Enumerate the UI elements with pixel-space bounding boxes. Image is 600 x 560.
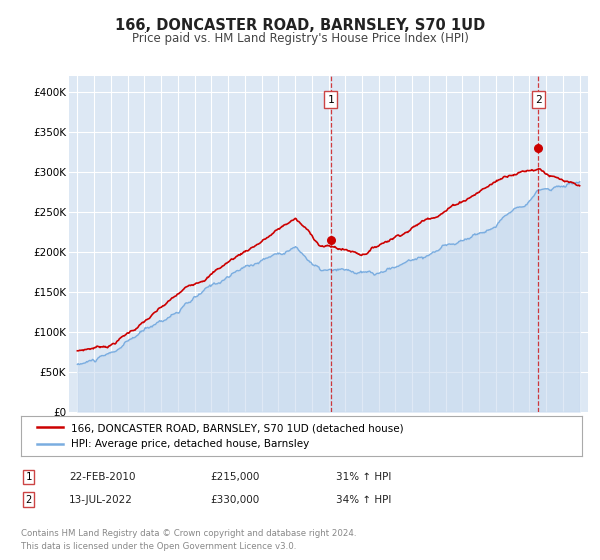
Text: 2: 2 — [535, 95, 542, 105]
Text: 34% ↑ HPI: 34% ↑ HPI — [336, 494, 391, 505]
Text: 1: 1 — [328, 95, 334, 105]
Text: Price paid vs. HM Land Registry's House Price Index (HPI): Price paid vs. HM Land Registry's House … — [131, 31, 469, 45]
Legend: 166, DONCASTER ROAD, BARNSLEY, S70 1UD (detached house), HPI: Average price, det: 166, DONCASTER ROAD, BARNSLEY, S70 1UD (… — [32, 418, 409, 455]
Point — [533, 143, 543, 152]
Text: 2: 2 — [26, 494, 32, 505]
Text: £330,000: £330,000 — [210, 494, 259, 505]
Text: 22-FEB-2010: 22-FEB-2010 — [69, 472, 136, 482]
Text: 1: 1 — [26, 472, 32, 482]
Text: Contains HM Land Registry data © Crown copyright and database right 2024.
This d: Contains HM Land Registry data © Crown c… — [21, 529, 356, 550]
Text: 31% ↑ HPI: 31% ↑ HPI — [336, 472, 391, 482]
Point — [326, 235, 335, 244]
Text: 166, DONCASTER ROAD, BARNSLEY, S70 1UD: 166, DONCASTER ROAD, BARNSLEY, S70 1UD — [115, 18, 485, 32]
Text: 13-JUL-2022: 13-JUL-2022 — [69, 494, 133, 505]
Text: £215,000: £215,000 — [210, 472, 259, 482]
